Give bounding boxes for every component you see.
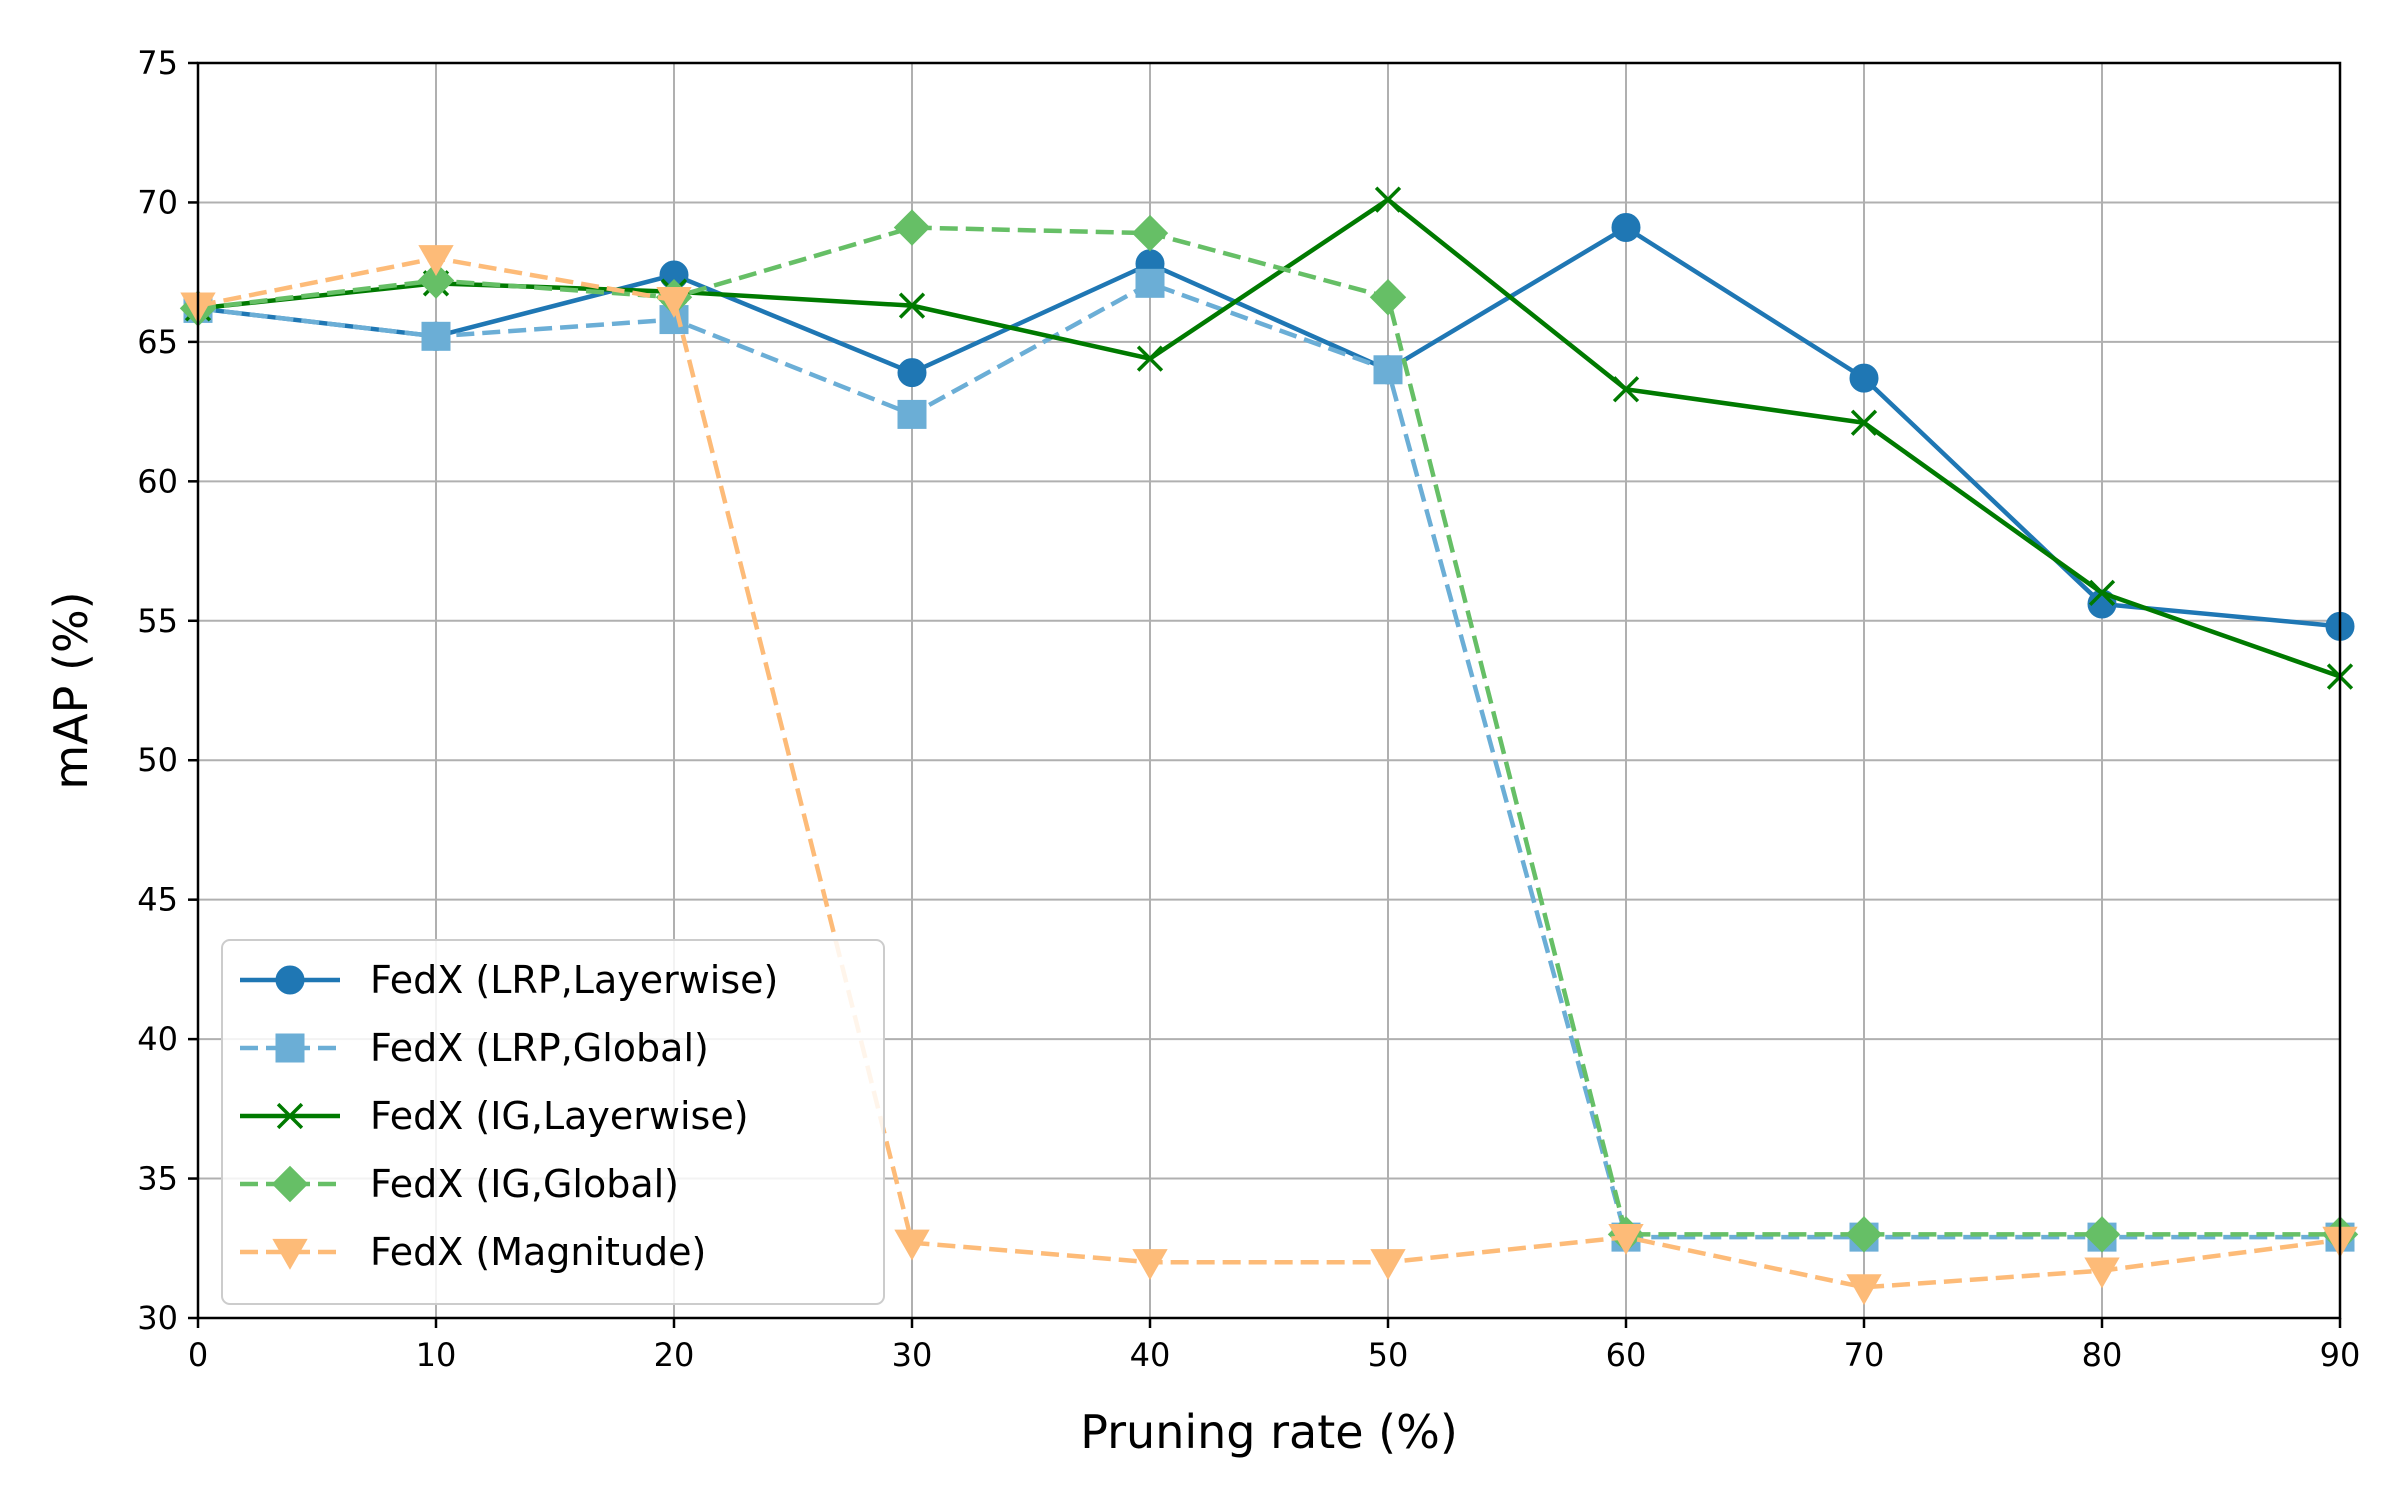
legend-label: FedX (LRP,Layerwise)	[370, 958, 778, 1002]
y-tick-label: 45	[137, 881, 178, 919]
y-tick-label: 50	[137, 741, 178, 779]
x-tick-label: 90	[2320, 1336, 2361, 1374]
data-point	[2083, 1216, 2121, 1253]
y-tick-label: 75	[137, 44, 178, 82]
data-point	[1373, 355, 1403, 385]
legend-item: FedX (LRP,Global)	[240, 1026, 709, 1070]
x-tick-label: 80	[2082, 1336, 2123, 1374]
x-tick-label: 20	[654, 1336, 695, 1374]
data-point	[2088, 579, 2116, 607]
legend-marker	[272, 1238, 308, 1270]
legend-label: FedX (LRP,Global)	[370, 1026, 709, 1070]
legend-marker	[276, 1102, 304, 1130]
data-point	[1132, 1249, 1168, 1281]
data-point	[894, 1229, 930, 1261]
data-point	[1135, 268, 1165, 298]
x-tick-label: 70	[1844, 1336, 1885, 1374]
axis-ticks: 0 10 20 30 40 50 60 70 80 90 30 35 40 45 50 55 60 65 70 75	[137, 44, 2360, 1374]
data-point	[1131, 214, 1169, 252]
legend-label: FedX (IG,Layerwise)	[370, 1094, 749, 1138]
data-point	[897, 358, 927, 388]
y-axis-title: mAP (%)	[44, 591, 98, 789]
data-point	[897, 399, 927, 429]
data-point	[898, 292, 926, 319]
data-point	[417, 262, 455, 299]
plot-frame	[196, 61, 2342, 1320]
legend: FedX (LRP,Layerwise) FedX (LRP,Global) Fed…	[221, 939, 885, 1305]
data-point	[1846, 1274, 1882, 1306]
data-point	[1612, 376, 1640, 403]
x-tick-label: 60	[1606, 1336, 1647, 1374]
legend-marker	[275, 1033, 305, 1063]
data-point	[1136, 345, 1164, 372]
legend-marker	[275, 965, 305, 995]
data-point	[1369, 279, 1407, 316]
data-point	[1370, 1249, 1406, 1281]
series-line	[197, 225, 2341, 629]
x-tick-label: 40	[1130, 1336, 1171, 1374]
data-point	[1374, 186, 1402, 213]
x-tick-label: 50	[1368, 1336, 1409, 1374]
x-axis-title: Pruning rate (%)	[1080, 1405, 1458, 1459]
y-tick-label: 40	[137, 1020, 178, 1058]
legend-item: FedX (IG,Global)	[240, 1162, 679, 1206]
y-tick-label: 65	[137, 323, 178, 361]
y-tick-label: 55	[137, 602, 178, 640]
data-point	[421, 321, 451, 351]
y-tick-label: 35	[137, 1160, 178, 1198]
x-tick-label: 0	[188, 1336, 208, 1374]
legend-item: FedX (Magnitude)	[240, 1230, 706, 1274]
x-tick-label: 10	[416, 1336, 457, 1374]
series-line	[197, 281, 2340, 1240]
legend-item: FedX (LRP,Layerwise)	[240, 958, 778, 1002]
data-point	[1849, 363, 1879, 393]
data-point	[1608, 1224, 1644, 1255]
data-point	[418, 245, 454, 277]
data-point	[893, 209, 931, 246]
series-line	[197, 197, 2341, 679]
series-line	[197, 225, 2340, 1237]
data-point	[2084, 1257, 2120, 1289]
legend-marker	[271, 1165, 309, 1203]
data-point	[656, 286, 692, 318]
y-tick-label: 60	[137, 462, 178, 500]
legend-label: FedX (IG,Global)	[370, 1162, 679, 1206]
y-tick-label: 70	[137, 183, 178, 221]
data-point	[1611, 213, 1641, 243]
data-point	[1845, 1216, 1883, 1253]
series-line	[197, 255, 2341, 1290]
x-tick-label: 30	[892, 1336, 933, 1374]
legend-label: FedX (Magnitude)	[370, 1230, 706, 1274]
data-point	[1850, 409, 1878, 436]
legend-item: FedX (IG,Layerwise)	[240, 1094, 749, 1138]
y-tick-label: 30	[137, 1299, 178, 1337]
legend-box	[221, 939, 885, 1305]
